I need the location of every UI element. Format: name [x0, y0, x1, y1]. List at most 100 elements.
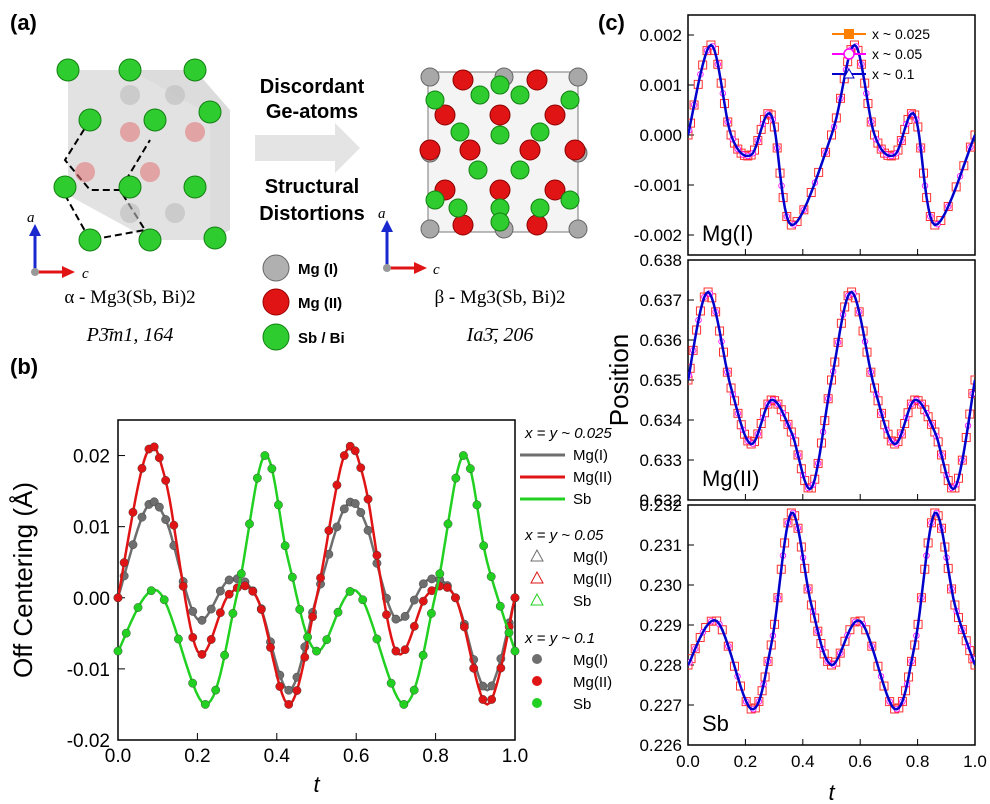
beta-mg2-atom: [519, 139, 541, 161]
chart-b-legend-entry: Mg(I): [573, 447, 608, 464]
chart-b-point-Sb: [211, 685, 221, 695]
alpha-mg2-atom: [140, 162, 160, 182]
chart-b-point-Mg(I): [350, 499, 360, 508]
beta-mg2-atom: [419, 139, 441, 161]
chart-b-point-Mg(II): [487, 695, 497, 704]
chart-b-point-Sb: [472, 500, 482, 510]
legend-mg2-sphere: [262, 288, 290, 316]
chart-b-legend-swatch: [530, 592, 544, 606]
chart-b-point-Mg(II): [256, 605, 266, 614]
chart-b-point-Mg(I): [356, 508, 366, 517]
chart-c-ytick-label: 0.232: [639, 496, 682, 515]
chart-b-point-Mg(II): [188, 632, 198, 642]
beta-axes: [381, 220, 427, 274]
chart-c-point-x0.025: [916, 399, 926, 409]
chart-b-point-Sb: [358, 595, 368, 605]
chart-b-line-Sb: [118, 454, 515, 706]
chart-c-point-x0.025: [861, 625, 871, 635]
alpha-mg1-atom: [120, 203, 140, 223]
chart-c-point-x0.025: [688, 375, 693, 385]
alpha-sb-atom: [78, 108, 102, 132]
chart-b-point-Mg(I): [224, 575, 234, 585]
chart-b-point-Mg(II): [451, 593, 460, 603]
alpha-axis-c-label: c: [82, 266, 89, 282]
beta-sb-atom: [425, 90, 445, 110]
chart-c-ytick-label: 0.229: [639, 616, 682, 635]
chart-c-xtick-label: 0.0: [676, 752, 700, 771]
beta-sb-atom: [470, 85, 490, 105]
chart-b-ytick-label: -0.02: [67, 731, 110, 752]
chart-b-xtick-label: 0.4: [264, 746, 291, 767]
chart-b-point-Mg(II): [215, 608, 225, 618]
chart-b-point-Mg(II): [149, 442, 159, 452]
beta-origin: [383, 264, 391, 272]
alpha-mg1-atom: [120, 85, 140, 105]
panel-a-figure: a c a c Discordant Ge-atoms Structural D…: [27, 58, 588, 351]
chart-c-xtick-label: 0.2: [734, 752, 758, 771]
chart-b-point-Mg(I): [363, 525, 373, 535]
chart-b-point-Sb: [418, 650, 428, 660]
alpha-sb-atom: [198, 100, 222, 124]
chart-b-point-Sb: [295, 604, 305, 614]
chart-b-point-Mg(II): [284, 700, 294, 709]
chart-c-point-x0.025: [885, 697, 895, 707]
chart-c-point-x0.025: [688, 660, 693, 670]
chart-c-point-x0.025: [968, 654, 975, 664]
chart-b-point-Sb: [220, 650, 229, 660]
chart-c-point-x0.025: [799, 205, 809, 215]
chart-c-legend-entry: x ~ 0.05: [872, 46, 922, 62]
chart-c-legend-marker: [843, 48, 855, 60]
beta-mg2-atom: [526, 214, 548, 236]
chart-c-ytick-label: -0.001: [634, 176, 682, 195]
chart-b-point-Mg(II): [324, 526, 334, 535]
chart-c-inset-label: Sb: [702, 711, 729, 736]
chart-b-legend-entry: Mg(I): [573, 652, 608, 669]
chart-c-line-x0.1: [688, 43, 975, 227]
chart-b-point-Mg(II): [391, 646, 401, 656]
alpha-structure: [63, 70, 230, 242]
chart-c-point-x0.025: [821, 147, 831, 157]
chart-c-point-x0.025: [773, 399, 783, 409]
chart-b-point-Sb: [287, 572, 297, 582]
beta-sb-atom: [425, 190, 445, 210]
chart-b-point-Mg(I): [197, 615, 207, 625]
chart-b-point-Mg(II): [372, 550, 382, 560]
beta-mg2-atom: [452, 69, 474, 91]
chart-b-point-Mg(II): [356, 463, 366, 473]
beta-mg2-atom: [544, 104, 566, 126]
chart-b-point-Mg(II): [308, 612, 317, 622]
chart-b-point-Sb: [188, 678, 198, 688]
chart-b-point-Mg(II): [113, 593, 123, 603]
chart-b-point-Mg(I): [154, 502, 164, 512]
chart-c-legend-marker: [844, 29, 854, 39]
chart-b-point-Sb: [236, 569, 246, 579]
chart-c-ytick-label: 0.002: [639, 26, 682, 45]
chart-b-point-Mg(I): [409, 595, 419, 605]
alpha-sb-atom: [183, 58, 207, 82]
chart-c-ytick-label: 0.000: [639, 126, 682, 145]
chart-b-point-Mg(II): [240, 581, 250, 591]
chart-b-point-Mg(I): [427, 574, 437, 584]
chart-b-point-Sb: [427, 609, 436, 618]
chart-c-xlabel: t: [828, 780, 835, 804]
chart-b-point-Sb: [146, 586, 156, 596]
chart-c-legend-entry: x ~ 0.1: [872, 66, 915, 82]
chart-b-legend-entry: Sb: [573, 491, 591, 508]
chart-c: 0.002 0.001 0.000 -0.001 -0.002 Mg(I) Position…: [604, 14, 987, 804]
alpha-name: α - Mg3(Sb, Bi)2: [64, 287, 195, 308]
chart-b-xtick-label: 1.0: [502, 746, 528, 767]
alpha-slab-1: [68, 70, 210, 240]
beta-mg2-atom: [564, 139, 586, 161]
chart-c-ytick-label: 0.636: [639, 331, 682, 350]
chart-b-point-Sb: [200, 700, 210, 709]
chart-b-point-Mg(I): [215, 586, 225, 596]
chart-c-point-x0.025: [906, 109, 916, 119]
chart-b-point-Sb: [312, 646, 321, 656]
chart-b-point-Sb: [504, 628, 514, 638]
chart-b-point-Sb: [280, 541, 290, 551]
chart-b-legend: x = y ~ 0.025 Mg(I) Mg(II) Sb x = y ~ 0.05 Mg…: [520, 425, 612, 713]
chart-b-legend-entry: Sb: [573, 593, 591, 610]
chart-b-point-Sb: [252, 473, 262, 483]
chart-c-ytick-label: 0.227: [639, 696, 682, 715]
chart-c-xtick-label: 0.8: [906, 752, 930, 771]
